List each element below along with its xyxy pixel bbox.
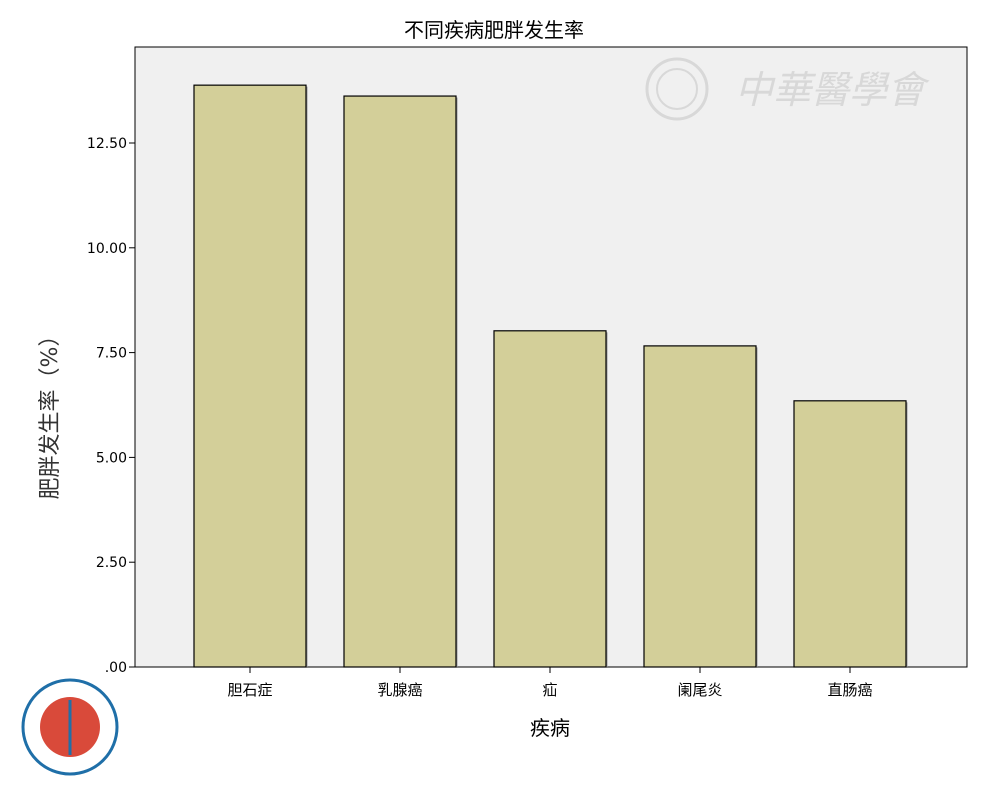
y-tick-label: 7.50 [96,346,127,362]
x-axis-label: 疾病 [530,716,570,740]
watermark-seal [645,57,709,121]
watermark-text: 中華醫學會 [735,68,930,112]
x-tick-label: 乳腺癌 [377,681,422,699]
x-tick-label: 直肠癌 [827,681,872,699]
chart-title: 不同疾病肥胖发生率 [404,18,584,42]
x-tick-label: 阑尾炎 [677,681,722,699]
bar [343,95,457,668]
watermark-seal-inner [656,68,698,110]
y-tick-label: 5.00 [96,450,127,466]
bar [793,400,907,668]
y-tick-label: .00 [105,660,127,676]
y-tick-label: 10.00 [87,241,127,257]
y-tick-label: 2.50 [96,555,127,571]
bar [193,84,307,668]
x-tick-label: 胆石症 [227,681,272,699]
bar [493,330,607,668]
y-tick-label: 12.50 [87,136,127,152]
bar [643,345,757,668]
x-tick-label: 疝 [542,681,557,699]
